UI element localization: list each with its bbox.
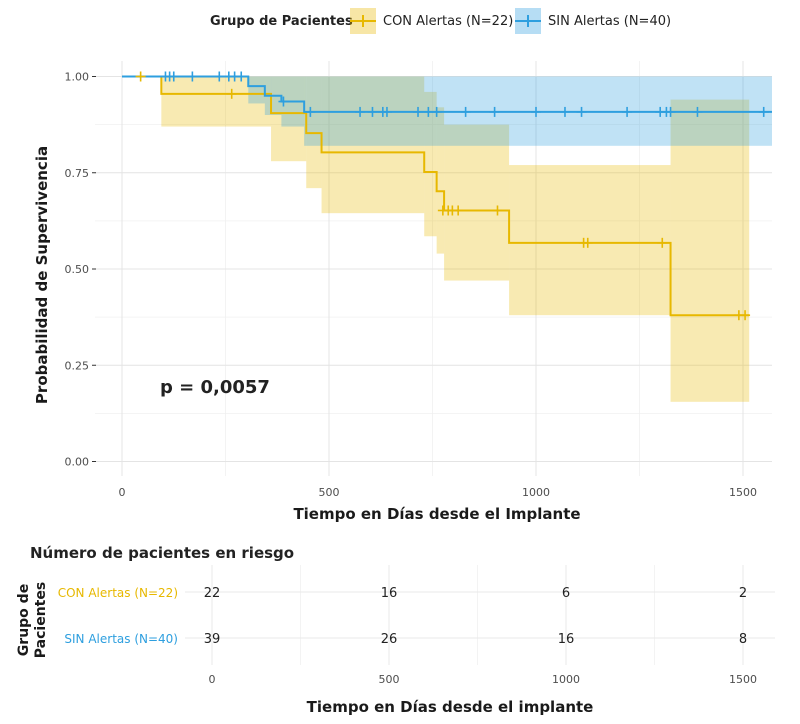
censor-mark [413,106,424,117]
km-plot: 0.00 0.25 0.50 0.75 1.00 0 500 1000 1500 [65,61,772,499]
ci-band-segment [248,76,265,104]
legend-title: Grupo de Pacientes [210,14,353,29]
risk-table-values: 22 16 6 2 39 26 16 8 [204,586,747,647]
risk-table-ylabel-line2: Pacientes [33,582,49,658]
censor-mark [381,106,392,117]
censor-mark [492,205,503,216]
censor-mark [657,237,668,248]
censor-mark [214,71,225,82]
censor-mark [740,310,751,321]
censor-mark [622,106,633,117]
y-tick-label: 1.00 [65,71,90,84]
censor-mark [453,205,464,216]
ci-band-segment [670,99,750,402]
ci-band-segment [509,165,671,316]
censor-mark [576,106,587,117]
risk-table-xlabel: Tiempo en Días desde el implante [307,698,594,716]
censor-mark [187,71,198,82]
risk-table-title: Número de pacientes en riesgo [30,544,294,562]
censor-mark [559,106,570,117]
x-tick-label: 1500 [729,486,757,499]
risk-table-x-tick: 1500 [729,673,757,686]
y-tick-label: 0.75 [65,167,90,180]
legend-label-con: CON Alertas (N=22) [383,14,513,29]
ci-band-segment [436,107,445,254]
censor-mark [692,106,703,117]
ci-band-segment [271,76,307,162]
censor-mark [305,106,316,117]
censor-mark [367,106,378,117]
risk-table-value: 16 [558,632,575,647]
y-axis-title: Probabilidad de Supervivencia [33,146,51,404]
censor-mark [460,106,471,117]
ci-band-segment [321,76,425,214]
risk-table-value: 2 [739,586,747,601]
risk-row-label-con: CON Alertas (N=22) [58,586,178,600]
censor-mark [355,106,366,117]
x-axis-ticks: 0 500 1000 1500 [119,486,758,499]
censor-mark [665,106,676,117]
x-axis-title: Tiempo en Días desde el Implante [293,505,580,523]
censor-mark [758,106,769,117]
x-tick-label: 0 [119,486,126,499]
survival-curve-sin [122,75,772,113]
x-tick-label: 1000 [522,486,550,499]
risk-row-label-sin: SIN Alertas (N=40) [64,632,178,646]
censor-mark [236,71,247,82]
risk-table-x-ticks: 0 500 1000 1500 [209,673,758,686]
y-tick-label: 0.25 [65,359,90,372]
censor-mark [489,106,500,117]
x-tick-label: 500 [319,486,340,499]
p-value-annotation: p = 0,0057 [160,377,270,398]
ci-band-segment [424,91,437,237]
survival-curve-con [122,75,750,317]
y-tick-label: 0.50 [65,263,90,276]
risk-table-value: 26 [381,632,398,647]
risk-table-value: 22 [204,586,221,601]
censor-mark [168,71,179,82]
risk-table-ylabel-line1: Grupo de [16,584,32,656]
risk-table-value: 6 [562,586,570,601]
risk-table: Número de pacientes en riesgo Grupo de P… [16,544,775,716]
censor-mark [226,88,237,99]
censor-mark [278,96,289,107]
ci-band-segment [161,76,272,127]
risk-table-x-tick: 500 [379,673,400,686]
confidence-bands [161,76,772,402]
risk-table-value: 39 [204,632,221,647]
survival-curves [122,75,772,317]
y-tick-label: 0.00 [65,456,90,469]
risk-table-x-tick: 0 [209,673,216,686]
censor-marks [135,71,769,321]
y-axis-ticks: 0.00 0.25 0.50 0.75 1.00 [65,71,96,469]
censor-mark [582,237,593,248]
risk-table-value: 8 [739,632,747,647]
censor-mark [531,106,541,117]
censor-mark [135,71,146,82]
legend: Grupo de Pacientes CON Alertas (N=22) SI… [210,8,671,34]
risk-table-value: 16 [381,586,398,601]
risk-table-grid [185,565,775,665]
censor-mark [431,106,442,117]
risk-table-x-tick: 1000 [552,673,580,686]
ci-band-segment [444,124,510,281]
legend-label-sin: SIN Alertas (N=40) [548,14,671,29]
